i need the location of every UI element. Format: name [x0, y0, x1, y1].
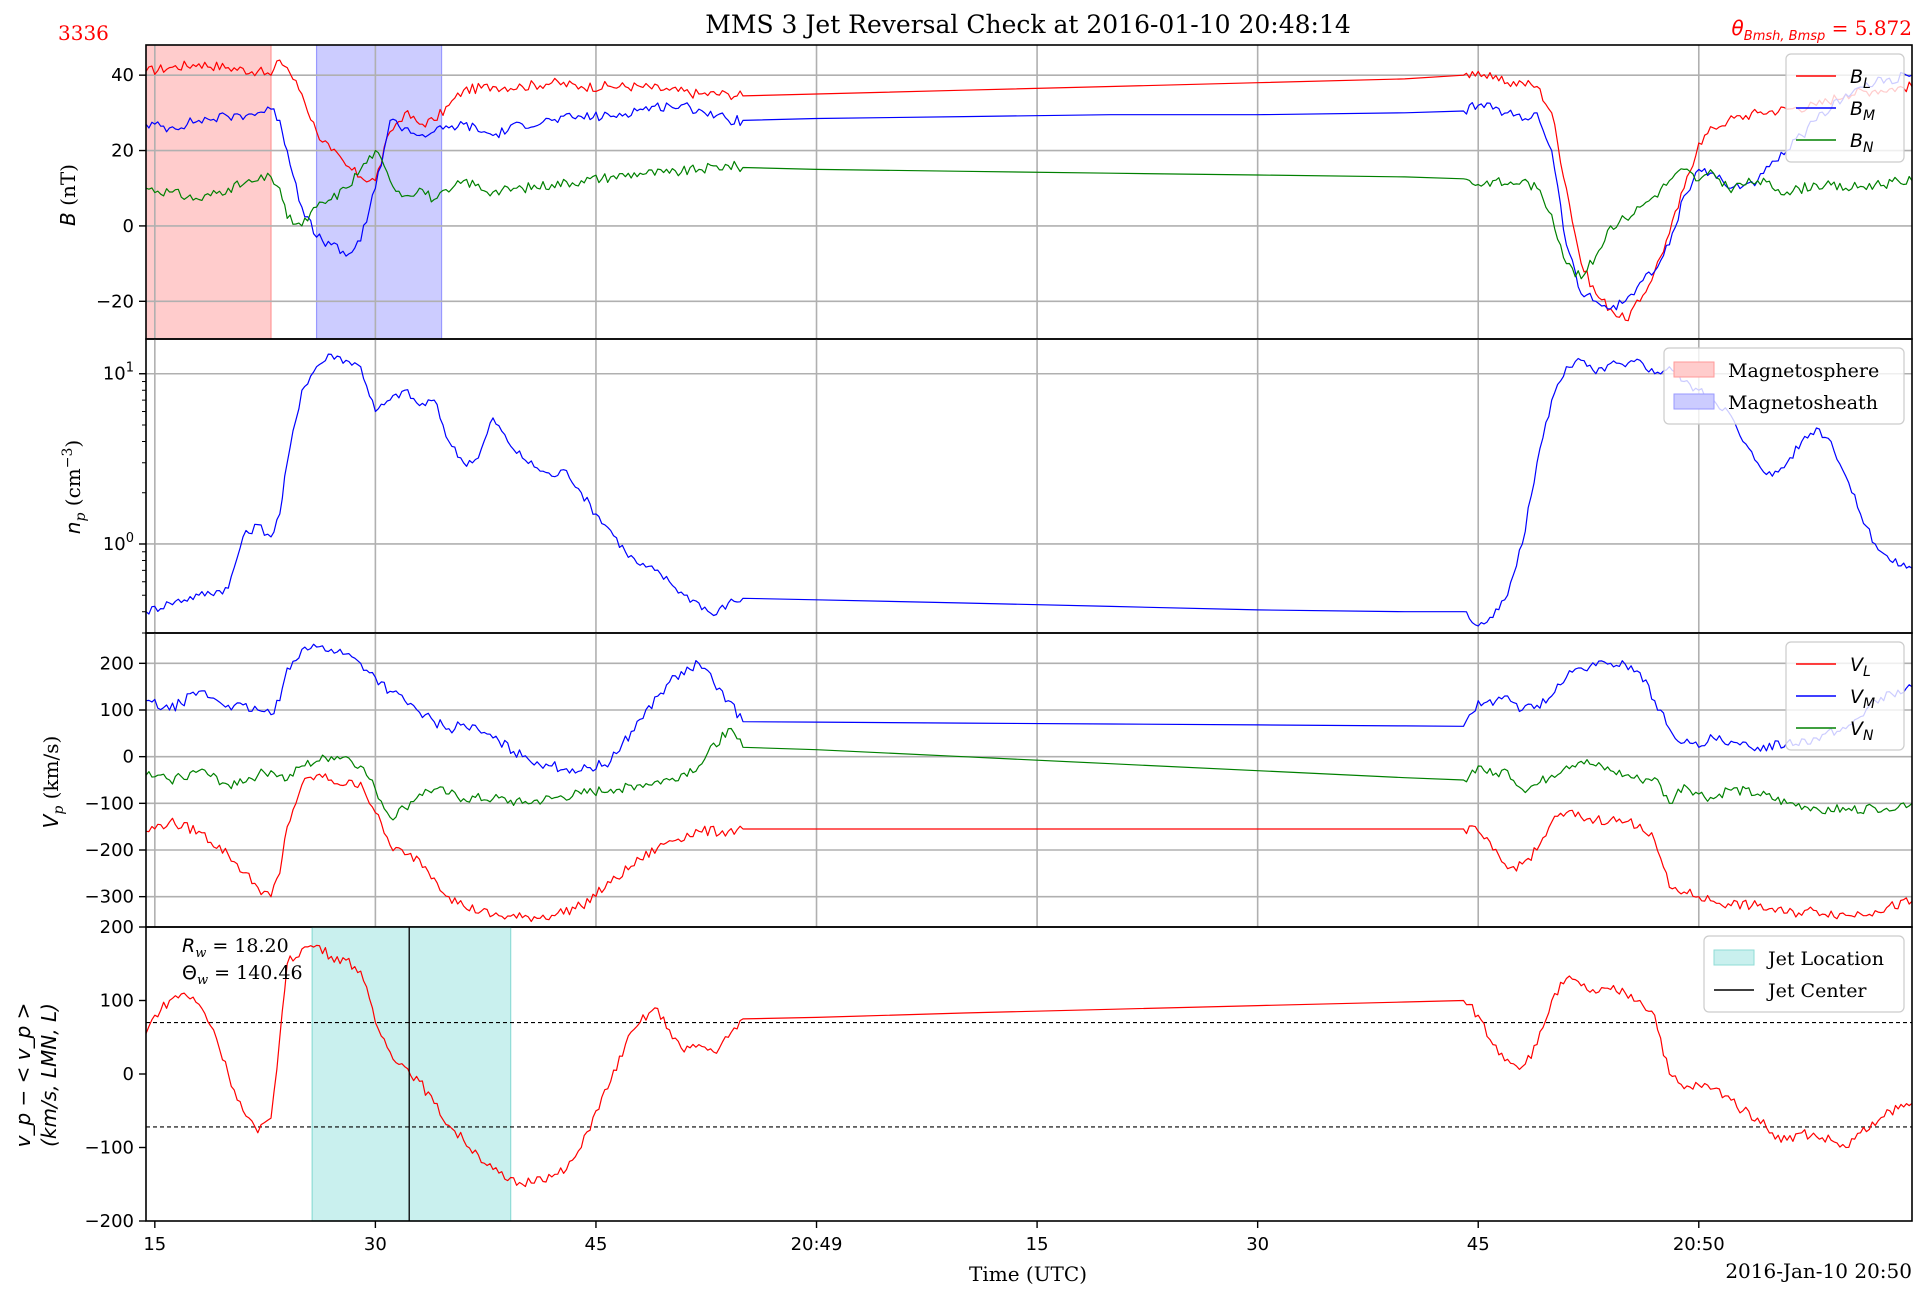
legend-label: BL	[1850, 66, 1871, 92]
xtick-label: 30	[1246, 1234, 1269, 1255]
xtick-label: 15	[143, 1234, 166, 1255]
ytick-label: 40	[111, 65, 134, 86]
figure-title: MMS 3 Jet Reversal Check at 2016-01-10 2…	[705, 10, 1350, 39]
x-axis: 15 30 45 20:49 15 30 45 20:50	[143, 1221, 1725, 1255]
panel-magnetic-field: 40 20 0 −20 B (nT) BL BM BN	[56, 44, 1913, 340]
legend-label: BN	[1850, 130, 1874, 156]
panel-proton-velocity-ylabel: Vp (km/s)	[39, 736, 67, 829]
ytick-label: −20	[96, 291, 134, 312]
xtick-label: 15	[1026, 1234, 1049, 1255]
legend-box	[1785, 53, 1905, 163]
legend-box	[1663, 347, 1905, 425]
ytick-label: 200	[100, 653, 134, 674]
ytick-label: −100	[85, 1138, 134, 1159]
x-axis-offset-label: 2016-Jan-10 20:50	[1725, 1259, 1912, 1283]
xtick-label: 30	[364, 1234, 387, 1255]
ytick-label: −300	[85, 887, 134, 908]
ytick-label: −200	[85, 840, 134, 861]
ytick-label: 0	[123, 216, 134, 237]
panel-proton-density: 101 100 np (cm−3) Magnetosphere Magnetoshe…	[60, 338, 1913, 634]
panel-velocity-deviation: 200 100 0 −100 −200 v_p − < v_p > (km/s, LMN…	[11, 917, 1913, 1232]
legend-label: Jet Center	[1766, 980, 1867, 1002]
ytick-label: 20	[111, 141, 134, 162]
series-line-v-l	[145, 773, 1913, 923]
legend-label: VN	[1850, 718, 1874, 744]
corner-right-label: θBmsh, Bmsp = 5.872	[1732, 16, 1912, 44]
annotation-rw: Rw = 18.20	[182, 935, 289, 961]
svg-text:θBmsh, Bmsp = 5.872: θBmsh, Bmsp = 5.872	[1732, 16, 1912, 44]
ytick-label: 100	[100, 700, 134, 721]
panel-proton-velocity: 200 100 0 −100 −200 −300 Vp (km/s) VL VM VN	[39, 632, 1913, 928]
region-magnetosphere	[146, 45, 271, 339]
series-line-b-l	[145, 59, 1913, 322]
ytick-label: 200	[100, 917, 134, 938]
region-magnetosheath	[316, 45, 442, 339]
ytick-label: −100	[85, 793, 134, 814]
series-line-v-n	[145, 727, 1913, 821]
ytick-label: 100	[103, 531, 134, 555]
panel-proton-velocity-frame	[145, 632, 1913, 928]
legend-swatch	[1673, 361, 1715, 378]
xtick-label: 45	[585, 1234, 608, 1255]
ytick-label: 100	[100, 991, 134, 1012]
series-line-v-m	[145, 643, 1913, 774]
ytick-label: −200	[85, 1211, 134, 1232]
panel-proton-density-ylabel: np (cm−3)	[60, 440, 89, 534]
series-line-v-p-v-p-	[145, 944, 1913, 1188]
panel-magnetic-field-ylabel: B (nT)	[56, 164, 80, 226]
series-line-b-n	[145, 149, 1913, 280]
legend-label: VL	[1850, 654, 1871, 680]
panel-velocity-deviation-ylabel-line1: v_p − < v_p >	[11, 1003, 35, 1148]
xtick-label: 20:50	[1673, 1234, 1725, 1255]
corner-left-label: 3336	[58, 21, 109, 45]
panel-proton-density-frame	[145, 338, 1913, 634]
legend-label: VM	[1850, 686, 1875, 712]
xtick-label: 20:49	[791, 1234, 843, 1255]
legend-box	[1785, 641, 1905, 751]
legend-label: BM	[1850, 98, 1875, 124]
ytick-label: 0	[123, 1064, 134, 1085]
ytick-label: 0	[123, 747, 134, 768]
annotation-theta: Θw = 140.46	[182, 962, 303, 988]
ytick-label: 101	[103, 361, 134, 385]
legend-label: Magnetosphere	[1728, 360, 1879, 382]
jet-location-region	[311, 926, 512, 1222]
xtick-label: 45	[1467, 1234, 1490, 1255]
legend-label: Magnetosheath	[1728, 392, 1878, 414]
legend-label: Jet Location	[1766, 948, 1884, 970]
legend-swatch	[1673, 393, 1715, 410]
panel-velocity-deviation-ylabel-line2: (km/s, LMN, L)	[37, 1003, 61, 1147]
series-line-n-p	[145, 353, 1913, 627]
x-axis-label: Time (UTC)	[969, 1262, 1087, 1286]
legend-swatch	[1713, 949, 1755, 966]
